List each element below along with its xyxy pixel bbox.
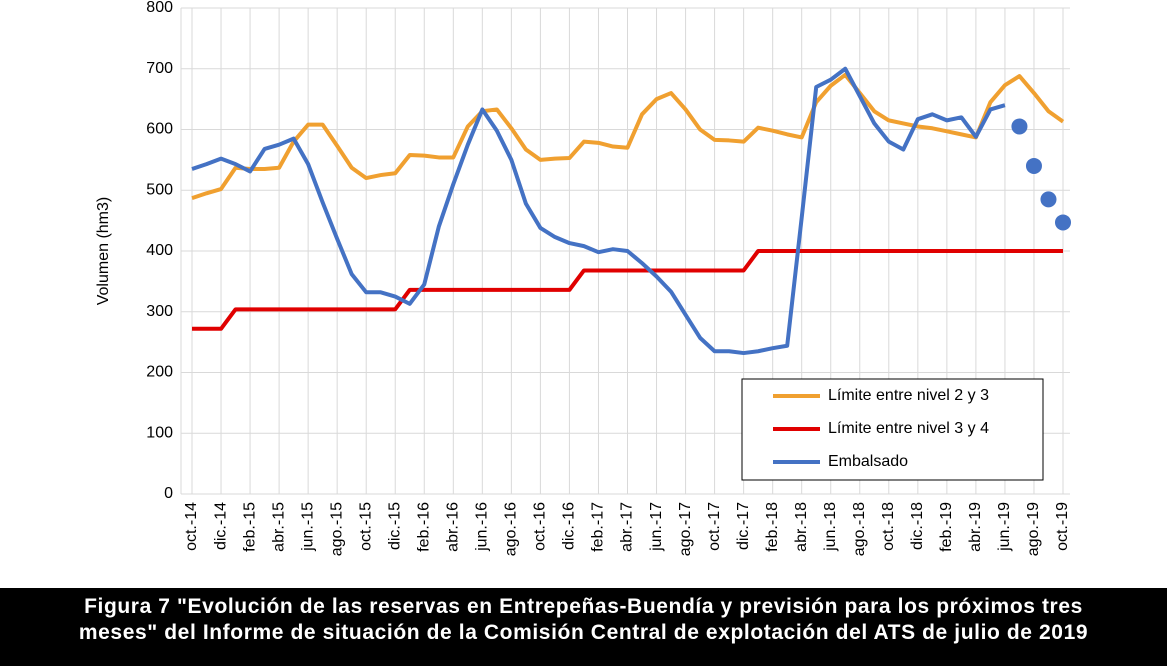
caption: Figura 7 "Evolución de las reservas en E… bbox=[0, 588, 1167, 666]
y-tick-label: 0 bbox=[164, 485, 173, 502]
x-tick-label: feb.-19 bbox=[938, 502, 955, 552]
y-tick-label: 400 bbox=[146, 242, 173, 259]
x-tick-label: jun.-17 bbox=[648, 502, 665, 552]
x-tick-label: dic.-16 bbox=[561, 502, 578, 550]
y-tick-label: 600 bbox=[146, 121, 173, 138]
x-tick-label: oct.-17 bbox=[706, 502, 723, 551]
x-tick-label: oct.-14 bbox=[183, 502, 200, 551]
x-tick-label: ago.-15 bbox=[328, 502, 345, 556]
y-tick-label: 700 bbox=[146, 60, 173, 77]
y-tick-label: 300 bbox=[146, 303, 173, 320]
y-tick-label: 800 bbox=[146, 0, 173, 16]
x-tick-label: jun.-15 bbox=[299, 502, 316, 552]
x-tick-label: feb.-18 bbox=[764, 502, 781, 552]
forecast-point bbox=[1040, 191, 1057, 208]
x-tick-label: ago.-18 bbox=[851, 502, 868, 556]
caption-line: meses" del Informe de situación de la Co… bbox=[78, 621, 1089, 644]
x-tick-label: ago.-16 bbox=[503, 502, 520, 556]
series-line bbox=[191, 66, 1006, 356]
chart: Volumen (hm3) 0 100 200 300 400 500 600 700 800 o… bbox=[95, 0, 1071, 556]
x-tick-label: abr.-18 bbox=[793, 502, 810, 552]
x-tick-label: oct.-15 bbox=[357, 502, 374, 551]
x-tick-label: abr.-16 bbox=[445, 502, 462, 552]
forecast-point bbox=[1025, 157, 1042, 174]
x-tick-label: feb.-16 bbox=[415, 502, 432, 552]
y-tick-label: 500 bbox=[146, 181, 173, 198]
x-tick-label: dic.-17 bbox=[735, 502, 752, 550]
x-tick-label: dic.-18 bbox=[909, 502, 926, 550]
x-tick-label: ago.-19 bbox=[1025, 502, 1042, 556]
x-tick-label: abr.-19 bbox=[967, 502, 984, 552]
caption-line: Figura 7 "Evolución de las reservas en E… bbox=[84, 595, 1083, 618]
x-tick-label: oct.-16 bbox=[532, 502, 549, 551]
y-axis-label: Volumen (hm3) bbox=[95, 197, 112, 306]
x-tick-label: dic.-15 bbox=[386, 502, 403, 550]
legend-label: Límite entre nivel 3 y 4 bbox=[828, 420, 989, 437]
x-tick-label: oct.-18 bbox=[880, 502, 897, 551]
y-tick-label: 200 bbox=[146, 364, 173, 381]
x-tick-label: oct.-19 bbox=[1054, 502, 1071, 551]
x-tick-label: dic.-14 bbox=[212, 502, 229, 550]
legend-label: Embalsado bbox=[828, 453, 908, 470]
x-tick-label: feb.-15 bbox=[241, 502, 258, 552]
forecast-point bbox=[1011, 118, 1028, 135]
x-tick-label: abr.-17 bbox=[619, 502, 636, 552]
x-tick-label: jun.-16 bbox=[474, 502, 491, 552]
x-tick-label: jun.-19 bbox=[996, 502, 1013, 552]
x-tick-label: ago.-17 bbox=[677, 502, 694, 556]
x-tick-label: abr.-15 bbox=[270, 502, 287, 552]
x-tick-label: feb.-17 bbox=[590, 502, 607, 552]
forecast-point bbox=[1055, 214, 1071, 231]
series-line bbox=[191, 72, 1065, 201]
y-tick-label: 100 bbox=[146, 424, 173, 441]
legend-label: Límite entre nivel 2 y 3 bbox=[828, 387, 989, 404]
x-tick-label: jun.-18 bbox=[822, 502, 839, 552]
series-line bbox=[192, 249, 1063, 331]
